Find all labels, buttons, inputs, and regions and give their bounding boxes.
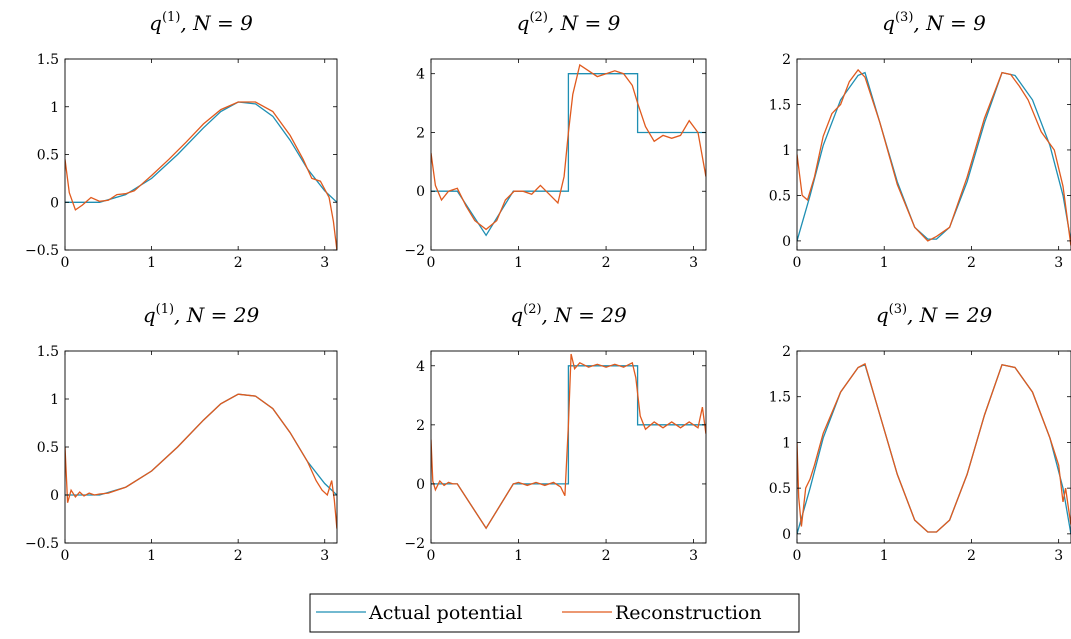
series-line-actual (797, 363, 1071, 535)
y-tick-label: 1 (50, 100, 59, 116)
plot-frame (796, 58, 1071, 251)
chart-title: q(3), N = 29 (876, 302, 993, 327)
panels: 0 1 2 3−0.500.511.5q(1), N = 90 1 2 3−2024q(2)… (25, 10, 1071, 564)
y-tick-label: 0 (50, 195, 59, 211)
x-tick-label: 3 (320, 548, 329, 564)
plot-frame (64, 350, 338, 544)
x-tick-label: 3 (689, 548, 698, 564)
y-tick-label: 2 (782, 344, 791, 360)
plot-frame (64, 58, 338, 251)
chart-title: q(2), N = 29 (510, 302, 627, 327)
x-tick-label: 3 (1054, 548, 1063, 564)
series-line-reconstruction (431, 63, 706, 231)
x-tick-label: 0 (61, 255, 70, 271)
x-tick-label: 2 (967, 548, 976, 564)
chart-panel-3: 0 1 2 3 0 0.5 1 1.5 2 q(3), N = 9 (769, 10, 1071, 271)
y-tick-label: 2 (416, 418, 425, 434)
y-tick-label: 1 (782, 143, 791, 159)
x-tick-label: 0 (61, 548, 70, 564)
x-tick-label: 3 (1054, 255, 1063, 271)
x-tick-label: 0 (793, 255, 802, 271)
x-tick-label: 1 (147, 548, 156, 564)
x-tick-label: 0 (427, 255, 436, 271)
x-tick-label: 1 (514, 548, 523, 564)
plot-frame (430, 58, 707, 251)
y-tick-label: −2 (404, 243, 425, 259)
chart-title: q(2), N = 9 (517, 10, 621, 35)
legend-label-actual: Actual potential (368, 602, 523, 624)
plot-frame (796, 350, 1071, 544)
x-tick-label: 3 (320, 255, 329, 271)
y-tick-label: 0 (416, 477, 425, 493)
y-tick-label: −0.5 (25, 243, 59, 259)
y-tick-label: 1 (782, 435, 791, 451)
y-tick-label: 0 (782, 234, 791, 250)
y-tick-label: 2 (416, 125, 425, 141)
chart-title: q(1), N = 9 (149, 10, 253, 35)
series-line-reconstruction (65, 101, 337, 250)
chart-title: q(1), N = 29 (143, 302, 260, 327)
y-tick-label: 1.5 (769, 97, 791, 113)
y-tick-label: 0 (50, 488, 59, 504)
x-tick-label: 0 (793, 548, 802, 564)
y-tick-label: 1.5 (37, 52, 59, 68)
series-line-reconstruction (797, 68, 1071, 246)
x-tick-label: 2 (602, 548, 611, 564)
x-tick-label: 3 (689, 255, 698, 271)
y-tick-label: 1.5 (37, 344, 59, 360)
legend-label-reconstruction: Reconstruction (615, 602, 762, 624)
chart-panel-6: 0 1 2 3 0 0.5 1 1.5 2 q(3), N = 29 (769, 302, 1071, 564)
x-tick-label: 2 (234, 255, 243, 271)
series-line-reconstruction (431, 353, 706, 530)
x-tick-label: 1 (880, 548, 889, 564)
series-line-actual (65, 393, 337, 496)
chart-panel-4: 0 1 2 3−0.500.511.5q(1), N = 29 (25, 302, 338, 564)
series-line-reconstruction (797, 362, 1071, 533)
y-tick-label: 0.5 (769, 188, 791, 204)
x-tick-label: 2 (967, 255, 976, 271)
y-tick-label: 0.5 (37, 148, 59, 164)
chart-title: q(3), N = 9 (882, 10, 986, 35)
x-tick-label: 0 (427, 548, 436, 564)
x-tick-label: 2 (602, 255, 611, 271)
y-tick-label: 0 (416, 184, 425, 200)
y-tick-label: 0.5 (769, 481, 791, 497)
y-tick-label: −0.5 (25, 536, 59, 552)
y-tick-label: 1.5 (769, 390, 791, 406)
y-tick-label: 4 (416, 67, 425, 83)
series-line-actual (431, 73, 706, 237)
y-tick-label: 1 (50, 392, 59, 408)
series-line-actual (431, 365, 706, 530)
x-tick-label: 1 (147, 255, 156, 271)
plot-frame (430, 350, 707, 544)
y-tick-label: 0.5 (37, 440, 59, 456)
series-line-actual (65, 101, 337, 203)
y-tick-label: −2 (404, 536, 425, 552)
series-line-reconstruction (65, 393, 337, 529)
x-tick-label: 2 (234, 548, 243, 564)
y-tick-label: 2 (782, 52, 791, 68)
series-line-actual (797, 71, 1071, 242)
legend-box (309, 593, 800, 633)
y-tick-label: 0 (782, 527, 791, 543)
x-tick-label: 1 (880, 255, 889, 271)
x-tick-label: 1 (514, 255, 523, 271)
chart-panel-1: 0 1 2 3−0.500.511.5q(1), N = 9 (25, 10, 338, 271)
y-tick-label: 4 (416, 359, 425, 375)
legend: Actual potential Reconstruction (309, 593, 800, 633)
